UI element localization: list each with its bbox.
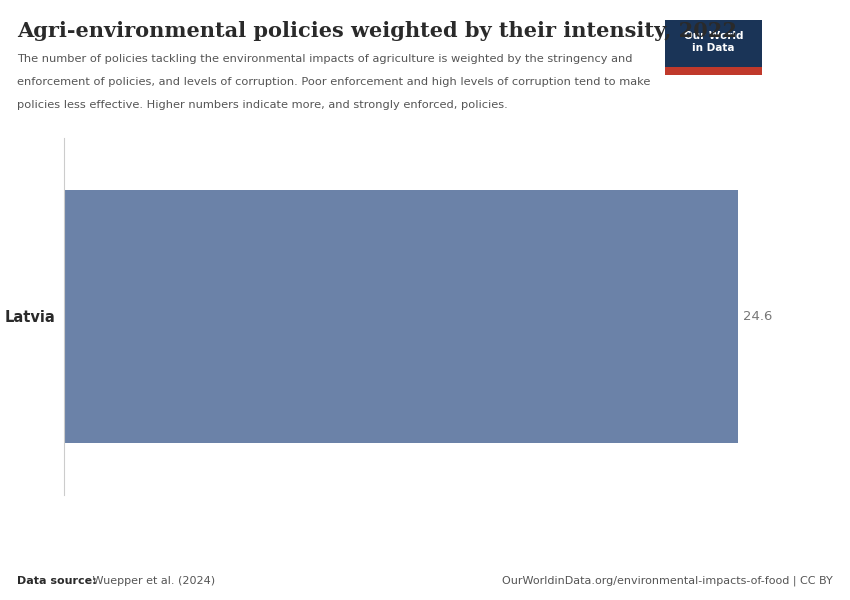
Text: 24.6: 24.6 xyxy=(743,310,772,323)
Text: OurWorldinData.org/environmental-impacts-of-food | CC BY: OurWorldinData.org/environmental-impacts… xyxy=(502,576,833,587)
Text: Wuepper et al. (2024): Wuepper et al. (2024) xyxy=(89,576,215,586)
Text: Agri-environmental policies weighted by their intensity, 2022: Agri-environmental policies weighted by … xyxy=(17,21,737,41)
Bar xyxy=(64,190,739,443)
Text: policies less effective. Higher numbers indicate more, and strongly enforced, po: policies less effective. Higher numbers … xyxy=(17,100,507,110)
Bar xyxy=(665,67,762,75)
Text: Our World
in Data: Our World in Data xyxy=(683,31,743,53)
Bar xyxy=(665,20,762,67)
Text: enforcement of policies, and levels of corruption. Poor enforcement and high lev: enforcement of policies, and levels of c… xyxy=(17,77,650,87)
Text: Data source:: Data source: xyxy=(17,576,97,586)
Text: The number of policies tackling the environmental impacts of agriculture is weig: The number of policies tackling the envi… xyxy=(17,54,632,64)
